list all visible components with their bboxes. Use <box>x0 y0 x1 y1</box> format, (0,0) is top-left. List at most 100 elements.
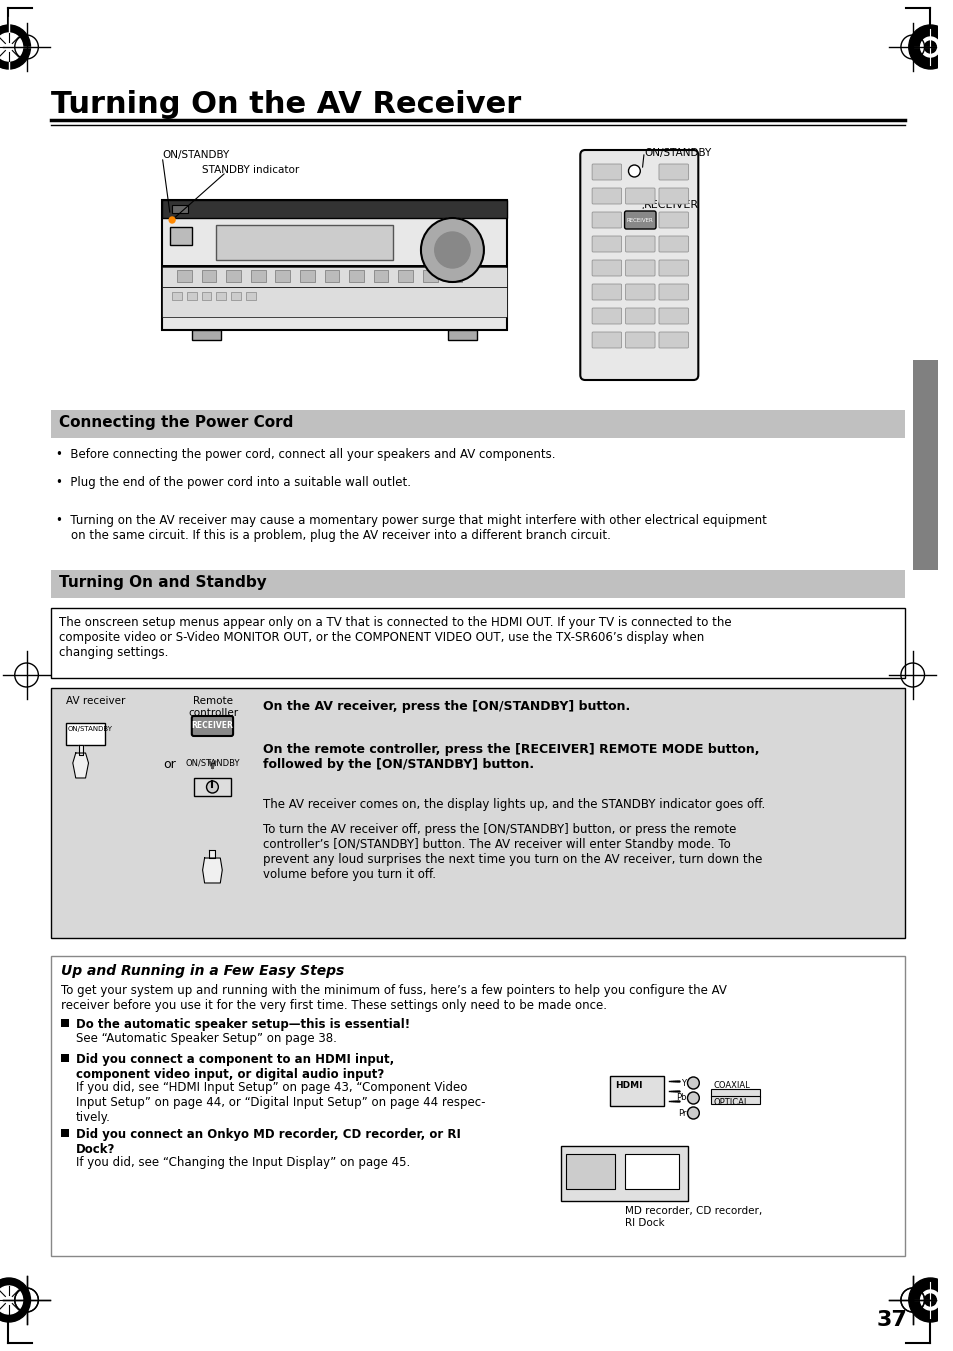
Bar <box>193 778 231 796</box>
FancyBboxPatch shape <box>592 308 621 324</box>
Text: To turn the AV receiver off, press the [ON/STANDBY] button, or press the remote
: To turn the AV receiver off, press the [… <box>262 823 761 881</box>
FancyBboxPatch shape <box>659 284 688 300</box>
Circle shape <box>0 1278 30 1323</box>
Text: •  Before connecting the power cord, connect all your speakers and AV components: • Before connecting the power cord, conn… <box>56 449 555 461</box>
Text: or: or <box>163 758 175 771</box>
Text: ON/STANDBY: ON/STANDBY <box>162 150 230 159</box>
Circle shape <box>923 41 935 53</box>
Text: ON/STANDBY: ON/STANDBY <box>643 149 711 158</box>
Polygon shape <box>72 753 89 778</box>
Text: 37: 37 <box>876 1310 906 1329</box>
Text: Pb: Pb <box>676 1093 686 1102</box>
FancyBboxPatch shape <box>592 163 621 180</box>
Text: COAXIAL: COAXIAL <box>712 1081 749 1090</box>
Bar <box>609 1075 663 1106</box>
Bar <box>172 205 188 213</box>
Text: Turning On the AV Receiver: Turning On the AV Receiver <box>51 91 521 119</box>
Bar <box>61 1129 69 1138</box>
Circle shape <box>628 165 639 177</box>
FancyBboxPatch shape <box>659 188 688 204</box>
Bar <box>61 1019 69 1027</box>
Bar <box>565 1154 614 1189</box>
Text: AV receiver: AV receiver <box>66 696 125 707</box>
FancyBboxPatch shape <box>625 308 655 324</box>
Bar <box>51 570 903 598</box>
Bar <box>349 270 363 282</box>
Bar <box>246 292 255 300</box>
Text: MD recorder, CD recorder,
RI Dock: MD recorder, CD recorder, RI Dock <box>624 1206 761 1228</box>
Bar <box>422 270 437 282</box>
FancyBboxPatch shape <box>592 212 621 228</box>
FancyBboxPatch shape <box>592 332 621 349</box>
Circle shape <box>920 36 940 57</box>
FancyBboxPatch shape <box>625 284 655 300</box>
Circle shape <box>169 218 175 223</box>
FancyBboxPatch shape <box>659 236 688 253</box>
Circle shape <box>0 1286 23 1315</box>
Text: If you did, see “HDMI Input Setup” on page 43, “Component Video
Input Setup” on : If you did, see “HDMI Input Setup” on pa… <box>75 1081 485 1124</box>
Text: Did you connect an Onkyo MD recorder, CD recorder, or RI
Dock?: Did you connect an Onkyo MD recorder, CD… <box>75 1128 460 1156</box>
Bar <box>177 270 192 282</box>
FancyBboxPatch shape <box>659 163 688 180</box>
Bar <box>201 292 212 300</box>
Text: To get your system up and running with the minimum of fuss, here’s a few pointer: To get your system up and running with t… <box>61 984 726 1012</box>
Bar <box>51 409 903 438</box>
Bar <box>162 267 506 286</box>
FancyBboxPatch shape <box>592 259 621 276</box>
Bar <box>398 270 413 282</box>
FancyBboxPatch shape <box>579 150 698 380</box>
Circle shape <box>420 218 483 282</box>
Text: RECEIVER: RECEIVER <box>192 721 233 731</box>
FancyBboxPatch shape <box>625 259 655 276</box>
FancyBboxPatch shape <box>624 211 656 230</box>
Bar <box>231 292 241 300</box>
Bar <box>275 270 290 282</box>
Text: On the AV receiver, press the [ON/STANDBY] button.: On the AV receiver, press the [ON/STANDB… <box>262 700 629 713</box>
FancyBboxPatch shape <box>625 188 655 204</box>
Circle shape <box>0 32 23 61</box>
Text: Pr: Pr <box>678 1109 686 1117</box>
Text: STANDBY indicator: STANDBY indicator <box>201 165 298 176</box>
Bar <box>226 270 241 282</box>
Bar <box>216 226 393 259</box>
Bar <box>560 1146 688 1201</box>
Bar <box>162 200 506 330</box>
Bar <box>201 270 216 282</box>
FancyBboxPatch shape <box>625 332 655 349</box>
Circle shape <box>687 1077 699 1089</box>
Text: Remote
controller: Remote controller <box>188 696 238 717</box>
Bar <box>299 270 314 282</box>
Circle shape <box>908 26 951 69</box>
FancyBboxPatch shape <box>659 212 688 228</box>
Polygon shape <box>210 850 215 858</box>
FancyBboxPatch shape <box>659 332 688 349</box>
Text: Turning On and Standby: Turning On and Standby <box>59 576 267 590</box>
Text: Do the automatic speaker setup—this is essential!: Do the automatic speaker setup—this is e… <box>75 1019 410 1031</box>
Bar <box>162 200 506 218</box>
Bar <box>192 330 221 340</box>
Text: The AV receiver comes on, the display lights up, and the STANDBY indicator goes : The AV receiver comes on, the display li… <box>262 798 764 811</box>
FancyBboxPatch shape <box>659 308 688 324</box>
Bar <box>710 1096 760 1104</box>
Text: Did you connect a component to an HDMI input,
component video input, or digital : Did you connect a component to an HDMI i… <box>75 1052 394 1081</box>
Text: ON/STANDBY: ON/STANDBY <box>185 759 239 767</box>
Bar <box>61 1054 69 1062</box>
Circle shape <box>207 781 218 793</box>
Circle shape <box>908 1278 951 1323</box>
Text: HDMI: HDMI <box>614 1081 641 1090</box>
Circle shape <box>435 232 470 267</box>
Bar <box>51 688 903 938</box>
Bar <box>447 330 476 340</box>
Bar <box>251 270 265 282</box>
Text: •  Turning on the AV receiver may cause a momentary power surge that might inter: • Turning on the AV receiver may cause a… <box>56 513 766 542</box>
Text: Up and Running in a Few Easy Steps: Up and Running in a Few Easy Steps <box>61 965 344 978</box>
Circle shape <box>687 1106 699 1119</box>
Text: •  Plug the end of the power cord into a suitable wall outlet.: • Plug the end of the power cord into a … <box>56 476 411 489</box>
Bar <box>710 1089 760 1097</box>
Bar <box>162 286 506 317</box>
Bar <box>162 265 506 267</box>
FancyBboxPatch shape <box>625 236 655 253</box>
Text: ON/STANDBY: ON/STANDBY <box>68 725 112 732</box>
Text: RECEIVER: RECEIVER <box>626 218 653 223</box>
Bar <box>66 723 105 744</box>
